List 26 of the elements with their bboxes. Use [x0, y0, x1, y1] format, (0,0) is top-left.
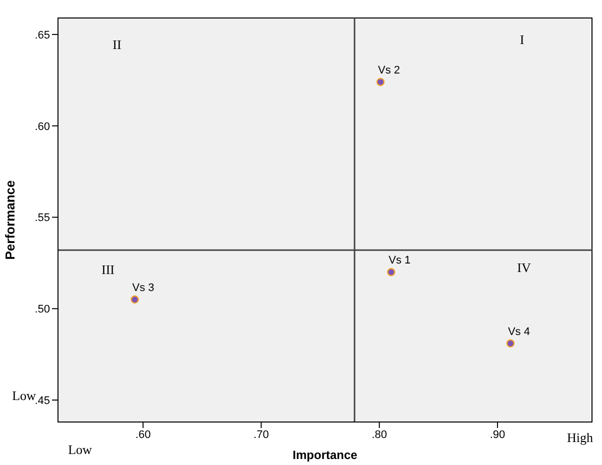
- point: [130, 295, 139, 304]
- series-label: Vs 3: [132, 282, 154, 294]
- y-tick-label: .65: [34, 29, 50, 42]
- y-axis-title: Performance: [2, 180, 18, 260]
- point: [387, 268, 396, 276]
- annotation: IV: [517, 260, 531, 276]
- y-tick-label: .45: [34, 394, 50, 407]
- y-tick-label: .55: [34, 212, 50, 224]
- annotation: II: [112, 37, 122, 53]
- series-label: Vs 1: [388, 254, 411, 267]
- series-label: Vs 2: [378, 64, 400, 76]
- x-tick-label: .80: [372, 428, 387, 441]
- x-axis-title: Importance: [292, 448, 358, 462]
- text: High: [567, 430, 593, 446]
- annotation: I: [520, 32, 524, 48]
- y-tick-label: .60: [34, 120, 50, 133]
- text: Low: [68, 442, 92, 458]
- point: [376, 78, 385, 86]
- x-tick-label: .60: [135, 428, 151, 441]
- y-tick-label: .50: [34, 304, 50, 316]
- x-tick-label: .90: [490, 428, 506, 441]
- text: Low: [12, 388, 36, 403]
- point: [506, 339, 515, 348]
- annotation: III: [102, 262, 114, 278]
- x-tick-label: .70: [254, 428, 269, 441]
- series-label: Vs 4: [508, 326, 530, 338]
